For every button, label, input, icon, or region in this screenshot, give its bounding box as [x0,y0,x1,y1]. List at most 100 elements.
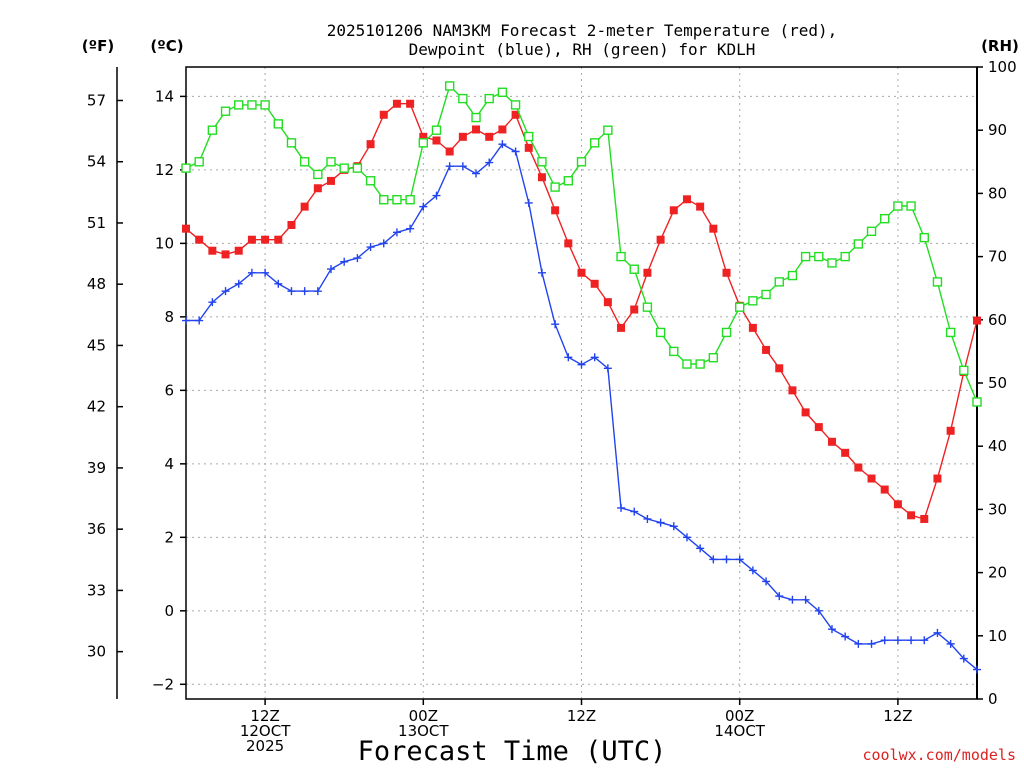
dewpoint-point [933,628,942,637]
temperature-point [946,426,955,435]
rh-point [260,100,270,110]
rh-point [392,195,402,205]
series-layer [181,81,982,674]
temperature-point [867,474,876,483]
dewpoint-point [564,353,573,362]
dewpoint-point [419,202,428,211]
rh-point [972,397,982,407]
rh-point [181,163,191,173]
rh-point [234,100,244,110]
rh-point [642,302,653,312]
rh-point [313,169,323,180]
rh-point [800,251,811,262]
dewpoint-point [300,287,309,296]
dewpoint-point [261,268,270,277]
temperature-point [788,386,797,395]
rh-point [207,125,218,135]
rh-point [194,157,204,167]
temperature-point [327,176,336,185]
dewpoint-point [208,298,217,307]
rh-point [708,353,719,363]
x-tick-label: 12Z [250,707,279,725]
temperature-point [406,99,415,108]
rh-point [748,296,758,306]
temperature-point [709,224,718,233]
dewpoint-point [537,268,546,277]
dewpoint-point [274,279,283,288]
rh-point [616,251,626,262]
temperature-point [392,99,401,108]
dewpoint-point [696,544,705,553]
dewpoint-point [946,639,955,648]
rh-point [880,213,890,224]
dewpoint-point [880,636,889,645]
dewpoint-point [669,522,678,531]
temperature-point [261,235,270,244]
dewpoint-point [247,268,256,277]
temperature-point [814,423,823,432]
temperature-point [274,235,283,244]
fahrenheit-tick-label: 36 [87,520,106,538]
dewpoint-point [406,224,415,233]
fahrenheit-tick-label: 51 [87,214,106,232]
dewpoint-point [630,507,639,516]
rh-point [431,125,442,135]
temperature-point [880,485,889,494]
temperature-point [920,514,929,523]
dewpoint-point [313,287,322,296]
temperature-point [247,235,256,244]
y-axis-celsius-label: (ºC) [150,37,183,55]
temperature-point [445,147,454,156]
dewpoint-point [327,265,336,274]
dewpoint-point [511,147,520,156]
temperature-point [221,250,230,259]
temperature-point [617,323,626,332]
x-tick-label: 2025 [246,737,284,755]
dewpoint-point [775,592,784,601]
rh-tick-label: 50 [988,374,1007,392]
axis-ticks: −2 0 2 4 6 8 10 12 14 30 33 36 39 42 45 48 51 54 57 0 10 20 30… [87,58,1017,755]
dewpoint-point [827,625,836,634]
temperature-point [379,110,388,119]
rh-tick-label: 100 [988,58,1017,76]
rh-point [629,264,639,274]
fahrenheit-tick-label: 30 [87,643,106,661]
rh-point [589,138,600,148]
rh-point [497,87,508,97]
fahrenheit-tick-label: 48 [87,275,106,293]
rh-tick-label: 70 [988,248,1007,266]
rh-point [827,258,837,268]
dewpoint-point [287,287,296,296]
dewpoint-point [617,503,626,512]
rh-point [655,327,666,338]
rh-point [669,346,679,357]
dewpoint-point [959,654,968,663]
dewpoint-point [340,257,349,266]
dewpoint-point [643,514,652,523]
dewpoint-point [551,320,560,329]
temperature-point [551,206,560,215]
fahrenheit-tick-label: 33 [87,581,106,599]
temperature-point [973,316,981,325]
temperature-point [419,132,428,141]
rh-point [866,226,877,237]
dewpoint-point [195,316,204,325]
rh-point [352,163,363,173]
x-tick-label: 00Z [725,707,754,725]
rh-point [510,100,521,110]
rh-point [339,163,349,173]
dewpoint-point [788,595,797,604]
dewpoint-point [841,632,850,641]
fahrenheit-tick-label: 57 [87,91,106,109]
dewpoint-point [801,595,810,604]
rh-point [379,195,389,205]
temperature-point [933,474,942,483]
fahrenheit-tick-label: 39 [87,459,106,477]
dewpoint-point [722,555,731,564]
fahrenheit-tick-label: 45 [87,336,106,354]
dewpoint-point [379,239,388,248]
dewpoint-point [973,665,981,674]
dewpoint-point [920,636,929,645]
rh-point [774,277,784,287]
